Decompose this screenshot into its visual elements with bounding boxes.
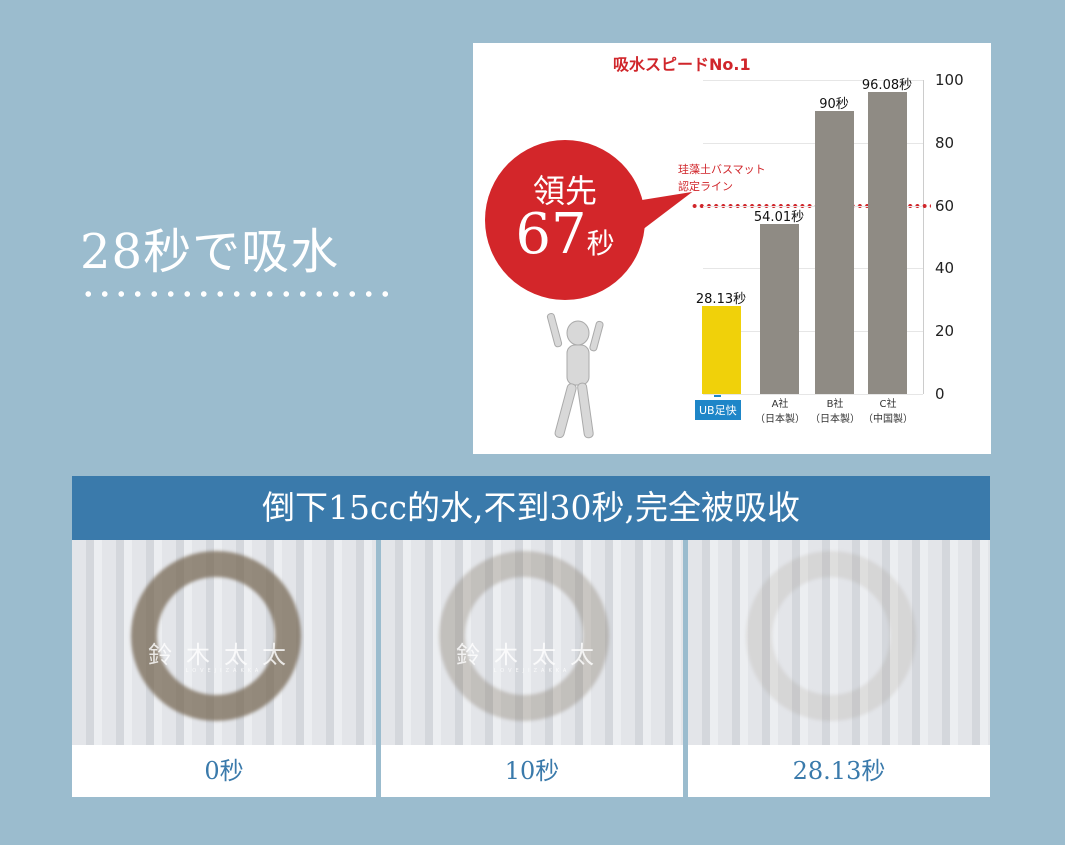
chart-title: 吸水スピードNo.1 bbox=[613, 55, 751, 74]
bar-value-label: 28.13秒 bbox=[695, 291, 747, 307]
photo-panel-0s: 鈴木太太 LOVEJIZAKKA 0秒 bbox=[72, 540, 376, 797]
time-label: 28.13秒 bbox=[792, 757, 886, 785]
category-label: B社 （日本製） bbox=[810, 399, 860, 425]
lead-bubble: 領先 67秒 bbox=[485, 140, 645, 300]
bar bbox=[760, 224, 799, 394]
y-tick-label: 20 bbox=[935, 322, 955, 341]
bar bbox=[702, 305, 741, 394]
water-stain bbox=[746, 550, 916, 721]
reference-label-line1: 珪藻土バスマット bbox=[678, 163, 766, 176]
bar bbox=[815, 111, 854, 394]
photo-panel-10s: 鈴木太太 LOVEJIZAKKA 10秒 bbox=[381, 540, 683, 797]
bar-value-label: 96.08秒 bbox=[861, 78, 913, 94]
stain-photo: 鈴木太太 LOVEJIZAKKA bbox=[381, 540, 683, 745]
time-label: 10秒 bbox=[504, 757, 560, 785]
watermark-sub: LOVEJIZAKKA bbox=[493, 668, 571, 674]
gridline bbox=[703, 205, 923, 207]
photo-panel-28s: 28.13秒 bbox=[688, 540, 990, 797]
reference-label-line2: 認定ライン bbox=[678, 180, 733, 193]
cheering-figure-illustration bbox=[546, 312, 604, 439]
y-tick-label: 60 bbox=[935, 196, 955, 215]
bar-value-label: 90秒 bbox=[819, 97, 849, 113]
gridline bbox=[703, 80, 923, 81]
gridline bbox=[703, 142, 923, 144]
y-tick-label: 40 bbox=[935, 259, 955, 278]
y-axis bbox=[923, 80, 924, 394]
stain-photo: 鈴木太太 LOVEJIZAKKA bbox=[72, 540, 376, 745]
y-tick-label: 100 bbox=[935, 71, 964, 89]
category-label: C社 （中国製） bbox=[863, 399, 913, 425]
bubble-number: 67秒 bbox=[515, 202, 615, 267]
gridline bbox=[703, 268, 923, 270]
category-label: A社 （日本製） bbox=[755, 399, 805, 425]
watermark: 鈴木太太 bbox=[148, 641, 300, 669]
gridline bbox=[703, 331, 923, 333]
watermark-sub: LOVEJIZAKKA bbox=[185, 668, 263, 674]
time-label: 0秒 bbox=[204, 757, 244, 785]
y-tick-label: 80 bbox=[935, 133, 955, 152]
banner-title: 倒下15cc的水,不到30秒,完全被吸收 bbox=[72, 476, 990, 540]
dotted-divider bbox=[80, 290, 395, 298]
stain-photo bbox=[688, 540, 990, 745]
bar-value-label: 54.01秒 bbox=[753, 210, 805, 226]
ub-badge: UB足快 bbox=[695, 400, 741, 420]
reference-label: 珪藻土バスマット 認定ライン bbox=[678, 161, 766, 195]
watermark: 鈴木太太 bbox=[456, 641, 608, 669]
gridline bbox=[703, 394, 923, 395]
bubble-line1: 領先 bbox=[532, 172, 597, 210]
y-tick-label: 0 bbox=[935, 385, 945, 403]
bar-chart: 吸水スピードNo.1 珪藻土バスマット 認定ライン 領先 67秒 UB足快 0 20… bbox=[473, 43, 991, 454]
headline: 28秒で吸水 bbox=[80, 224, 340, 280]
bar bbox=[868, 92, 907, 394]
